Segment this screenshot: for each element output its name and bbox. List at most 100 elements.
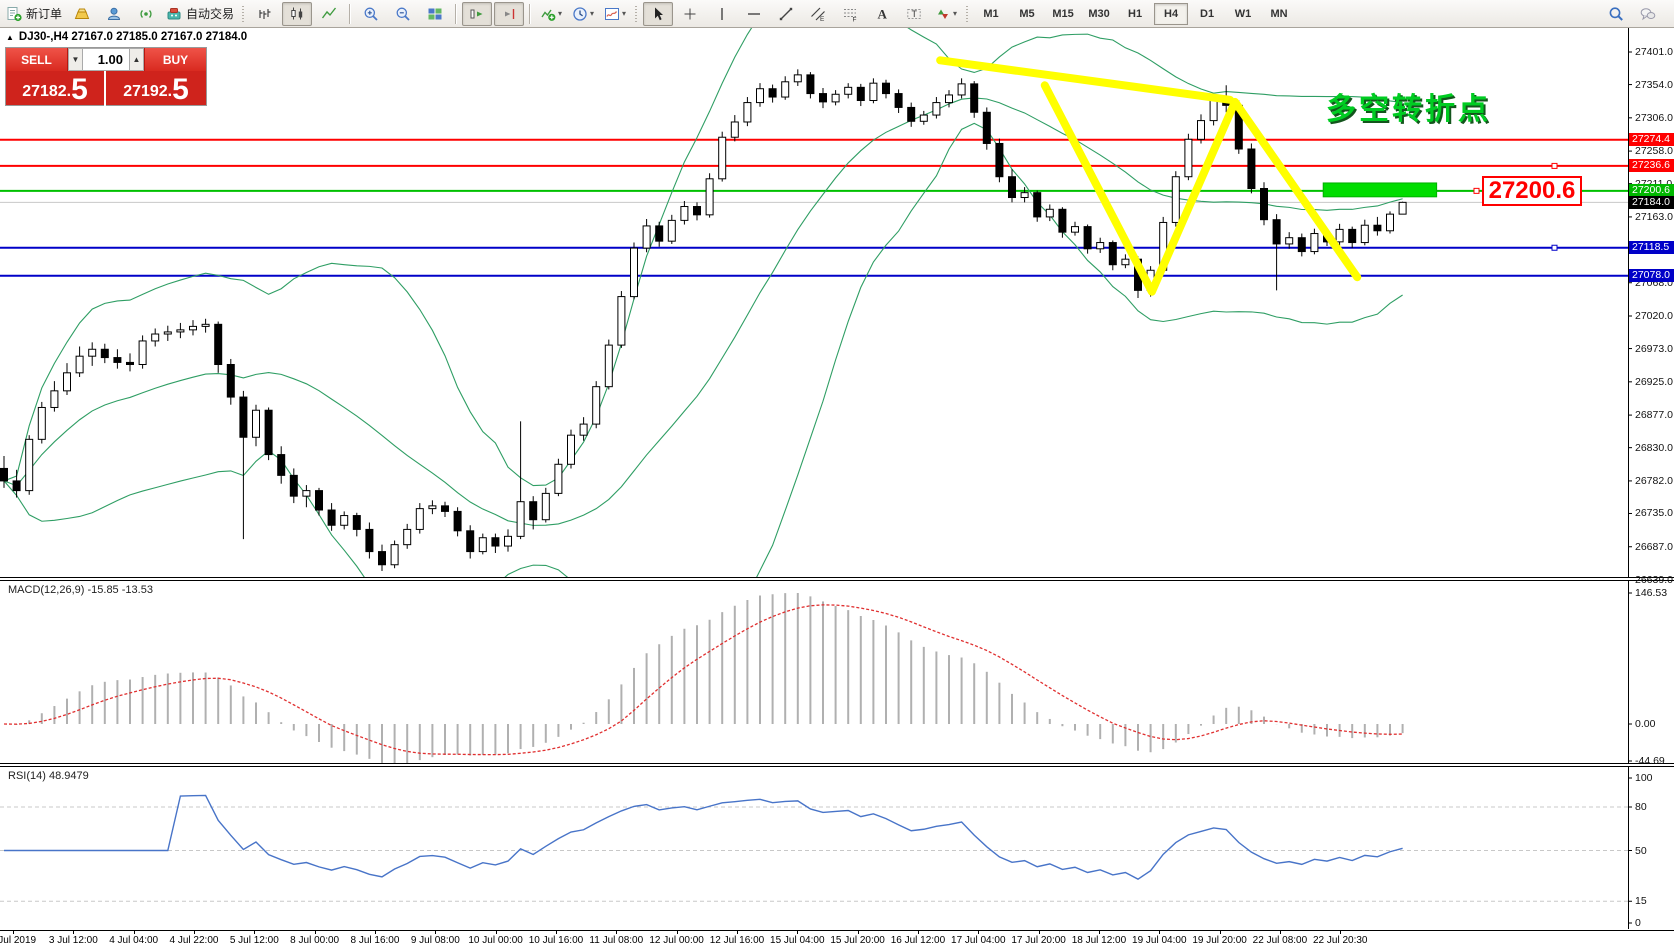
buy-price[interactable]: 27192. 5 bbox=[123, 73, 189, 106]
timeframe-m5-button[interactable]: M5 bbox=[1019, 7, 1035, 20]
templates-button[interactable]: ▾ bbox=[600, 2, 630, 26]
rsi-line bbox=[4, 794, 1403, 880]
fibonacci-button[interactable]: F bbox=[835, 2, 865, 26]
candle-body bbox=[919, 114, 928, 122]
chart-shift-button[interactable] bbox=[494, 1, 525, 26]
buy-button[interactable]: BUY bbox=[144, 48, 206, 71]
chevron-down-icon[interactable]: ▾ bbox=[590, 9, 595, 18]
yellow-zigzag[interactable] bbox=[1040, 81, 1362, 296]
collapse-triangle-icon[interactable]: ▲ bbox=[6, 32, 14, 42]
signals-button[interactable] bbox=[99, 2, 129, 26]
volume-decrease-button[interactable]: ▼ bbox=[68, 48, 83, 71]
search-button[interactable] bbox=[1601, 2, 1631, 26]
chevron-down-icon[interactable]: ▾ bbox=[622, 9, 627, 18]
line-endpoint-marker[interactable] bbox=[1551, 162, 1558, 169]
candle-body bbox=[1184, 138, 1193, 178]
text-button[interactable]: A bbox=[867, 2, 897, 26]
autotrading-button[interactable]: 自动交易 bbox=[163, 2, 237, 26]
crosshair-button[interactable] bbox=[675, 2, 705, 26]
auto-scroll-button[interactable] bbox=[462, 1, 493, 26]
timeframe-h4-button[interactable]: H4 bbox=[1154, 2, 1189, 25]
timeframe-h1-button[interactable]: H1 bbox=[1128, 7, 1143, 20]
candle-body bbox=[151, 333, 160, 342]
candle-body bbox=[831, 93, 840, 103]
candle-body bbox=[1071, 226, 1079, 233]
cursor-button[interactable] bbox=[643, 1, 674, 26]
yellow-trend-line[interactable] bbox=[936, 56, 1234, 104]
sell-button[interactable]: SELL bbox=[6, 48, 68, 71]
candle-body bbox=[201, 323, 210, 327]
panel-splitter[interactable] bbox=[0, 763, 1674, 767]
volume-increase-button[interactable]: ▲ bbox=[129, 48, 144, 71]
cursor-icon bbox=[655, 7, 664, 20]
zoom-out-button[interactable] bbox=[388, 2, 418, 26]
time-label: 19 Jul 04:00 bbox=[1132, 935, 1187, 946]
turning-point-annotation[interactable]: 多空转折点 bbox=[1326, 93, 1491, 126]
rsi-panel[interactable] bbox=[0, 767, 1674, 929]
macd-panel[interactable] bbox=[0, 581, 1674, 763]
green-zone-rectangle[interactable] bbox=[1322, 182, 1438, 198]
candle-body bbox=[289, 474, 298, 497]
line-endpoint-marker[interactable] bbox=[1551, 244, 1558, 251]
tile-windows-button[interactable] bbox=[420, 2, 450, 26]
time-tick bbox=[857, 931, 859, 934]
horizontal-line-button[interactable] bbox=[739, 2, 769, 26]
candle-body bbox=[0, 467, 8, 482]
chat-button[interactable] bbox=[1633, 2, 1663, 26]
main-chart[interactable] bbox=[0, 28, 1674, 577]
candle-body bbox=[88, 348, 97, 357]
trend-line-button[interactable] bbox=[771, 2, 801, 26]
market-button[interactable] bbox=[67, 2, 97, 26]
candle-body bbox=[1247, 148, 1256, 190]
market-icon bbox=[74, 8, 90, 19]
candlestick-button[interactable] bbox=[282, 1, 313, 26]
vertical-line-button[interactable] bbox=[707, 2, 737, 26]
time-axis[interactable]: 2 Jul 2019 3 Jul 12:00 4 Jul 04:00 4 Jul 22… bbox=[0, 930, 1674, 949]
time-label: 17 Jul 20:00 bbox=[1011, 935, 1066, 946]
arrows-button[interactable]: ▾ bbox=[931, 2, 961, 26]
line-chart-button[interactable] bbox=[314, 2, 344, 26]
time-tick bbox=[917, 931, 919, 934]
price-callout-27200[interactable]: 27200.6 bbox=[1482, 176, 1582, 206]
timeframe-mn-button[interactable]: MN bbox=[1270, 7, 1288, 20]
candle-body bbox=[1121, 258, 1130, 266]
timeframe-d1-button[interactable]: D1 bbox=[1200, 7, 1215, 20]
candle-body bbox=[957, 83, 966, 96]
equidistant-channel-button[interactable]: E bbox=[803, 2, 833, 26]
time-label: 22 Jul 20:30 bbox=[1313, 935, 1368, 946]
candle-body bbox=[541, 492, 550, 521]
timeframe-m1-button[interactable]: M1 bbox=[983, 7, 999, 20]
indicators-button[interactable]: ▾ bbox=[536, 2, 566, 26]
price-tick-label: 27354.0 bbox=[1635, 78, 1673, 91]
timeframe-m30-button[interactable]: M30 bbox=[1088, 7, 1110, 20]
sell-price[interactable]: 27182. 5 bbox=[6, 71, 106, 107]
bollinger-lower bbox=[3, 122, 1403, 577]
chevron-down-icon[interactable]: ▾ bbox=[558, 9, 563, 18]
new-order-button[interactable]: 新订单 bbox=[3, 2, 65, 26]
panel-splitter[interactable] bbox=[0, 577, 1674, 581]
rsi-axis-label: 50 bbox=[1635, 844, 1647, 857]
svg-text:A: A bbox=[878, 6, 888, 21]
time-label: 4 Jul 04:00 bbox=[109, 935, 159, 946]
candle-body bbox=[781, 81, 790, 98]
timeframe-w1-button[interactable]: W1 bbox=[1234, 7, 1252, 20]
price-tag-27184.0: 27184.0 bbox=[1629, 195, 1674, 209]
candle-body bbox=[1348, 228, 1357, 244]
toolbar-separator bbox=[241, 3, 247, 24]
text-label-button[interactable]: T bbox=[899, 2, 929, 26]
periods-button[interactable]: ▾ bbox=[568, 2, 598, 26]
symbol-header[interactable]: ▲ DJ30-,H4 27167.0 27185.0 27167.0 27184… bbox=[6, 31, 247, 43]
candle-body bbox=[743, 102, 752, 123]
crosshair-icon bbox=[684, 8, 696, 19]
volume-input[interactable]: 1.00 bbox=[83, 48, 129, 71]
timeframe-m15-button[interactable]: M15 bbox=[1052, 7, 1074, 20]
price-tag-27078.0: 27078.0 bbox=[1629, 269, 1674, 283]
news-button[interactable] bbox=[131, 2, 161, 26]
price-tick-label: 26973.0 bbox=[1635, 342, 1673, 355]
bar-chart-button[interactable] bbox=[250, 2, 280, 26]
zoom-in-icon bbox=[364, 7, 378, 21]
chevron-down-icon[interactable]: ▾ bbox=[953, 9, 958, 18]
zoom-in-button[interactable] bbox=[356, 2, 386, 26]
time-label: 10 Jul 16:00 bbox=[528, 935, 584, 946]
time-label: 8 Jul 00:00 bbox=[290, 935, 340, 946]
